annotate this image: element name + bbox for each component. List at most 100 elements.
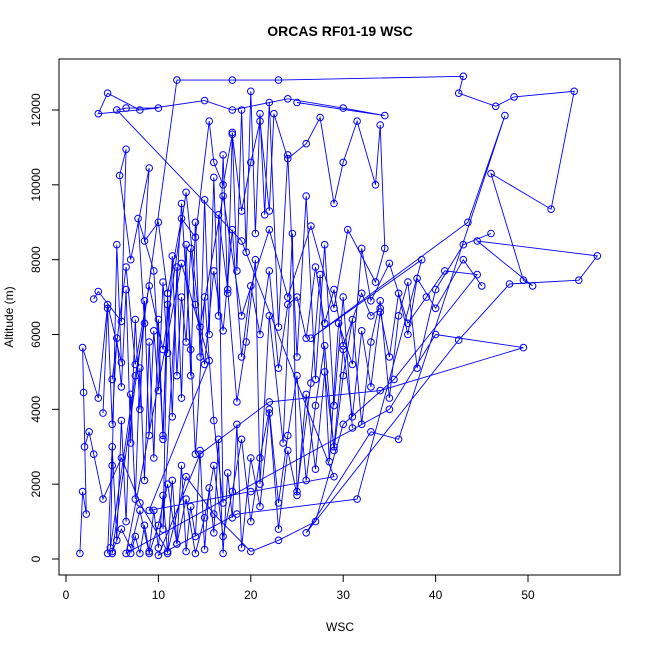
data-point (339, 341, 348, 350)
data-point (417, 255, 426, 264)
y-tick-label: 6000 (29, 321, 43, 348)
data-point (311, 465, 320, 474)
data-point (117, 454, 126, 462)
data-point (126, 544, 135, 552)
y-tick-label: 2000 (29, 470, 43, 497)
data-point (205, 356, 213, 365)
data-point (228, 128, 237, 137)
data-point (196, 450, 204, 459)
data-point (274, 536, 283, 545)
data-point (145, 506, 153, 515)
data-point (307, 334, 315, 343)
data-point (293, 487, 301, 496)
data-point (265, 207, 274, 215)
data-point (247, 487, 255, 496)
data-point (247, 547, 255, 556)
data-point (344, 225, 352, 234)
data-point (293, 491, 301, 500)
data-point (357, 244, 366, 253)
data-point (173, 540, 181, 548)
data-point (247, 454, 255, 462)
x-tick-label: 0 (63, 588, 70, 602)
data-point (122, 285, 130, 294)
data-point (233, 510, 241, 518)
data-point (371, 278, 380, 286)
data-point (214, 312, 223, 320)
data-point (339, 420, 348, 429)
data-point (274, 76, 283, 84)
series-line-2 (79, 203, 479, 554)
data-point (260, 211, 269, 219)
data-point (223, 289, 232, 298)
data-point (159, 491, 167, 500)
data-point (265, 409, 274, 417)
data-lines (79, 75, 599, 557)
data-point (357, 289, 366, 298)
data-point (247, 282, 255, 290)
data-point (385, 405, 394, 414)
data-point (136, 549, 144, 558)
data-point (117, 416, 126, 425)
data-point (108, 547, 116, 556)
data-point (376, 308, 385, 316)
data-point (200, 545, 209, 554)
data-point (265, 267, 274, 275)
data-point (115, 171, 124, 180)
data-point (223, 285, 232, 294)
data-point (459, 255, 468, 264)
data-point (80, 443, 89, 451)
data-point (113, 106, 121, 114)
data-point (140, 476, 149, 485)
y-tick-label: 4000 (29, 396, 43, 423)
data-point (274, 364, 283, 373)
data-point (103, 549, 112, 558)
data-point (186, 371, 195, 380)
data-point (413, 274, 421, 283)
data-point (334, 319, 343, 328)
data-point (348, 360, 357, 369)
data-point (454, 89, 463, 97)
data-point (316, 113, 324, 122)
data-point (89, 295, 98, 303)
data-point (265, 405, 274, 414)
data-point (214, 211, 223, 219)
data-point (376, 297, 385, 305)
data-point (519, 276, 528, 285)
data-point (113, 334, 121, 343)
data-point (256, 117, 264, 125)
data-point (122, 145, 130, 154)
data-point (200, 96, 209, 105)
y-tick-label: 0 (29, 555, 43, 562)
data-point (163, 300, 172, 309)
data-point (136, 405, 144, 414)
data-point (182, 188, 190, 197)
data-point (431, 304, 440, 313)
data-point (547, 205, 555, 213)
data-point (367, 312, 375, 320)
data-point (242, 338, 250, 346)
data-point (228, 106, 237, 114)
data-point (265, 398, 274, 406)
data-point (325, 457, 334, 466)
series-line-1 (97, 75, 599, 557)
data-point (126, 439, 135, 447)
data-point (163, 549, 172, 558)
data-point (251, 255, 260, 264)
series-line-5 (107, 91, 353, 554)
data-point (177, 214, 186, 223)
x-tick-label: 10 (152, 588, 166, 602)
data-point (177, 461, 186, 470)
data-point (464, 218, 472, 227)
data-point (219, 499, 227, 507)
data-point (76, 549, 84, 558)
data-point (353, 117, 361, 125)
data-point (145, 431, 153, 440)
data-point (320, 368, 329, 376)
data-point (575, 276, 583, 285)
data-point (99, 495, 107, 503)
data-point (385, 259, 394, 268)
data-point (140, 297, 149, 305)
y-axis: 0 2000 4000 6000 8000 10000 12000 (29, 93, 60, 562)
data-point (242, 248, 250, 256)
data-point (186, 502, 195, 511)
